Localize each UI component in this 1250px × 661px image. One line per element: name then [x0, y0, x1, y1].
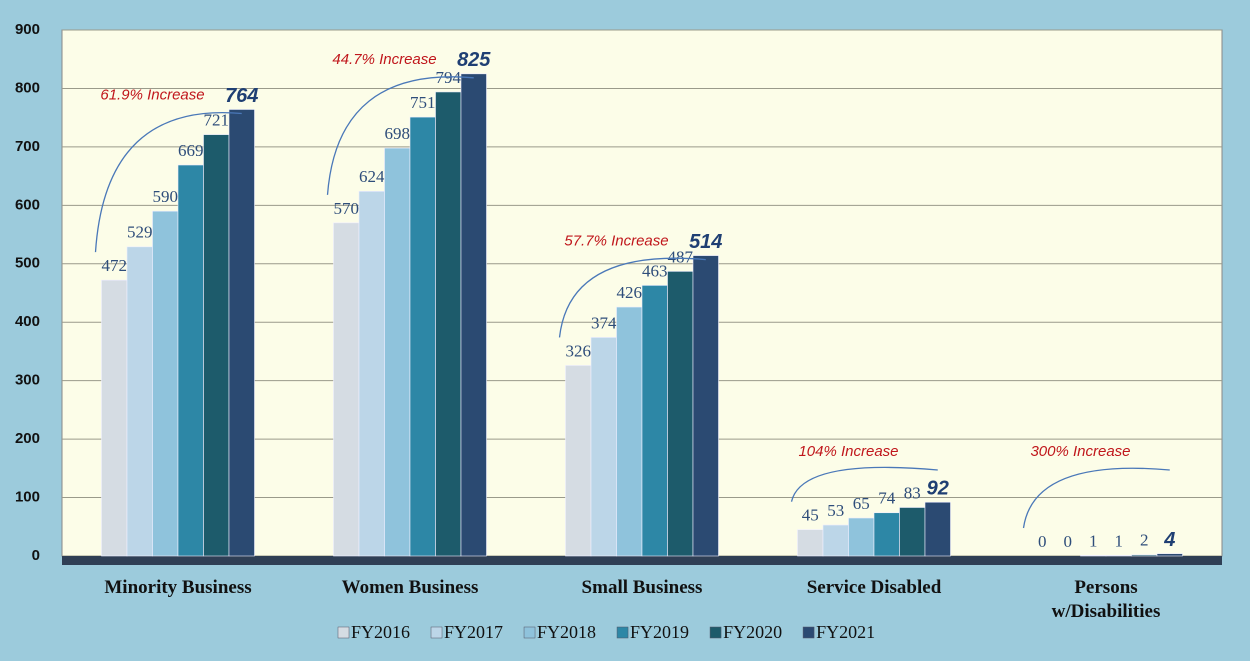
value-label: 0 — [1064, 532, 1073, 551]
value-label: 4 — [1163, 529, 1175, 551]
annotation-arc — [1022, 467, 1170, 529]
annotation: 300% Increase — [1030, 443, 1130, 460]
value-label: 1 — [1089, 531, 1098, 550]
annotation: 57.7% Increase — [564, 233, 668, 250]
value-label: 472 — [102, 256, 128, 275]
annotation: 104% Increase — [798, 443, 898, 460]
value-label: 1 — [1115, 531, 1124, 550]
annotation-arc — [790, 466, 938, 502]
bar — [590, 337, 617, 557]
y-tick-label: 500 — [15, 255, 40, 272]
legend-swatch — [430, 626, 443, 639]
x-tick-label: Minority Business — [104, 577, 252, 598]
bar — [641, 285, 668, 557]
y-tick-label: 700 — [15, 138, 40, 155]
value-label: 624 — [359, 167, 385, 186]
bar — [152, 210, 179, 557]
value-label: 326 — [566, 341, 592, 360]
x-tick-label: Persons w/Disabilities — [1051, 577, 1161, 622]
bar — [203, 134, 230, 557]
legend-label: FY2016 — [351, 622, 410, 642]
value-label: 0 — [1038, 532, 1047, 551]
legend-label: FY2019 — [630, 622, 689, 642]
bar — [358, 191, 385, 557]
annotation: 61.9% Increase — [100, 86, 204, 103]
legend-swatch — [523, 626, 536, 639]
bar — [435, 91, 462, 557]
legend-label: FY2021 — [816, 622, 875, 642]
bar — [616, 306, 643, 557]
value-label: 721 — [204, 111, 230, 130]
y-tick-label: 0 — [32, 547, 40, 564]
y-tick-label: 300 — [15, 372, 40, 389]
legend-swatch — [616, 626, 629, 639]
value-label: 764 — [225, 85, 258, 107]
legend-label: FY2017 — [444, 622, 503, 642]
bar — [1156, 553, 1183, 557]
bar — [924, 501, 951, 557]
value-label: 45 — [802, 506, 819, 525]
value-label: 426 — [617, 283, 643, 302]
value-label: 698 — [385, 124, 411, 143]
bar — [692, 255, 719, 557]
legend-swatch — [337, 626, 350, 639]
bar — [101, 279, 128, 557]
bar — [409, 116, 436, 557]
bar — [177, 164, 204, 557]
value-label: 825 — [457, 49, 491, 71]
value-label: 487 — [668, 247, 694, 266]
y-tick-label: 200 — [15, 430, 40, 447]
annotation-arc — [558, 257, 706, 338]
value-label: 83 — [904, 483, 921, 502]
x-tick-label: Women Business — [341, 577, 479, 598]
annotation: 44.7% Increase — [332, 51, 436, 68]
value-label: 92 — [927, 478, 949, 500]
value-label: 529 — [127, 223, 153, 242]
value-label: 590 — [153, 187, 179, 206]
value-label: 65 — [853, 494, 870, 513]
y-tick-label: 800 — [15, 79, 40, 96]
bar — [333, 222, 360, 557]
value-label: 514 — [689, 231, 722, 253]
value-label: 463 — [642, 261, 668, 280]
bar — [565, 365, 592, 557]
value-label: 374 — [591, 313, 617, 332]
bar — [228, 109, 255, 557]
x-tick-label: Service Disabled — [806, 577, 942, 598]
x-axis-floor — [62, 556, 1222, 565]
value-label: 669 — [178, 141, 204, 160]
bar — [873, 512, 900, 557]
y-tick-label: 400 — [15, 313, 40, 330]
y-tick-label: 900 — [15, 21, 40, 38]
value-label: 751 — [410, 93, 436, 112]
bar — [667, 271, 694, 557]
bar — [1080, 555, 1107, 557]
x-tick-label: Small Business — [581, 577, 703, 598]
legend-swatch — [802, 626, 815, 639]
bar — [1105, 555, 1132, 557]
bar — [797, 529, 824, 557]
bar — [1131, 554, 1158, 557]
legend-label: FY2020 — [723, 622, 782, 642]
value-label: 2 — [1140, 531, 1149, 550]
bar — [460, 73, 487, 557]
bar — [899, 507, 926, 557]
annotation-arc — [94, 111, 242, 253]
y-tick-label: 100 — [15, 489, 40, 506]
bar — [848, 517, 875, 557]
value-label: 53 — [827, 501, 844, 520]
value-label: 570 — [334, 199, 360, 218]
bar — [126, 246, 153, 557]
y-tick-label: 600 — [15, 196, 40, 213]
bar — [822, 524, 849, 557]
bar — [384, 147, 411, 557]
legend-label: FY2018 — [537, 622, 596, 642]
annotation-arc — [326, 76, 474, 195]
value-label: 74 — [878, 489, 896, 508]
legend-swatch — [709, 626, 722, 639]
